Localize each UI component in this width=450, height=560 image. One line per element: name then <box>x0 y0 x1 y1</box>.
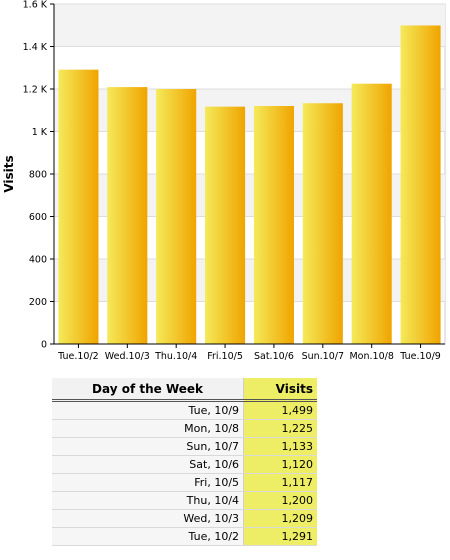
y-tick-label: 200 <box>29 297 47 308</box>
bar[interactable] <box>253 106 294 344</box>
bar[interactable] <box>400 25 441 345</box>
bar[interactable] <box>302 103 343 344</box>
day-cell: Wed, 10/3 <box>52 509 245 528</box>
x-tick-label: Sun.10/7 <box>302 351 344 362</box>
day-cell: Fri, 10/5 <box>52 473 245 492</box>
visits-cell: 1,291 <box>243 527 317 546</box>
bar[interactable] <box>351 83 392 344</box>
table-row: Tue, 10/9 1,499 <box>52 400 317 420</box>
y-tick-label: 400 <box>29 255 47 266</box>
visits-cell: 1,499 <box>243 400 317 420</box>
day-cell: Tue, 10/2 <box>52 527 245 546</box>
table-row: Sat, 10/6 1,120 <box>52 455 317 474</box>
table-row: Thu, 10/4 1,200 <box>52 491 317 510</box>
visits-column-header[interactable]: Visits <box>243 378 317 402</box>
visits-cell: 1,120 <box>243 455 317 474</box>
y-tick-label: 1.2 K <box>23 85 48 96</box>
visits-cell: 1,117 <box>243 473 317 492</box>
bar[interactable] <box>107 87 148 345</box>
x-tick-label: Mon.10/8 <box>349 351 393 362</box>
visits-cell: 1,225 <box>243 419 317 438</box>
y-tick-label: 1.6 K <box>23 0 48 11</box>
table-row: Tue, 10/2 1,291 <box>52 527 317 546</box>
x-tick-label: Sat.10/6 <box>254 351 294 362</box>
day-cell: Sun, 10/7 <box>52 437 245 456</box>
day-cell: Tue, 10/9 <box>52 400 245 420</box>
day-cell: Mon, 10/8 <box>52 419 245 438</box>
table-row: Mon, 10/8 1,225 <box>52 419 317 438</box>
day-column-header[interactable]: Day of the Week <box>52 378 245 402</box>
y-tick-label: 800 <box>29 170 47 181</box>
y-tick-label: 1 K <box>32 127 48 138</box>
day-cell: Sat, 10/6 <box>52 455 245 474</box>
visits-cell: 1,209 <box>243 509 317 528</box>
y-tick-label: 1.4 K <box>23 42 48 53</box>
x-tick-label: Thu.10/4 <box>154 351 197 362</box>
x-tick-label: Tue.10/2 <box>57 351 99 362</box>
bar[interactable] <box>156 89 197 344</box>
grid-band <box>54 4 445 47</box>
bar[interactable] <box>205 106 246 344</box>
bar[interactable] <box>58 69 99 344</box>
x-tick-label: Wed.10/3 <box>105 351 150 362</box>
day-cell: Thu, 10/4 <box>52 491 245 510</box>
table-row: Fri, 10/5 1,117 <box>52 473 317 492</box>
visits-cell: 1,133 <box>243 437 317 456</box>
table-row: Wed, 10/3 1,209 <box>52 509 317 528</box>
x-tick-label: Tue.10/9 <box>399 351 441 362</box>
y-axis-title: Visits <box>2 155 16 192</box>
x-tick-label: Fri.10/5 <box>207 351 243 362</box>
y-tick-label: 0 <box>41 340 47 351</box>
y-tick-label: 600 <box>29 212 47 223</box>
visits-cell: 1,200 <box>243 491 317 510</box>
visits-data-table: Day of the Week Visits Tue, 10/9 1,499 Mon… <box>52 378 317 546</box>
visits-bar-chart: 0 200 400 600 800 1 K 1.2 K 1.4 K 1.6 K Tue.10/2… <box>2 0 446 362</box>
table-row: Sun, 10/7 1,133 <box>52 437 317 456</box>
table-header-row: Day of the Week Visits <box>52 378 317 402</box>
